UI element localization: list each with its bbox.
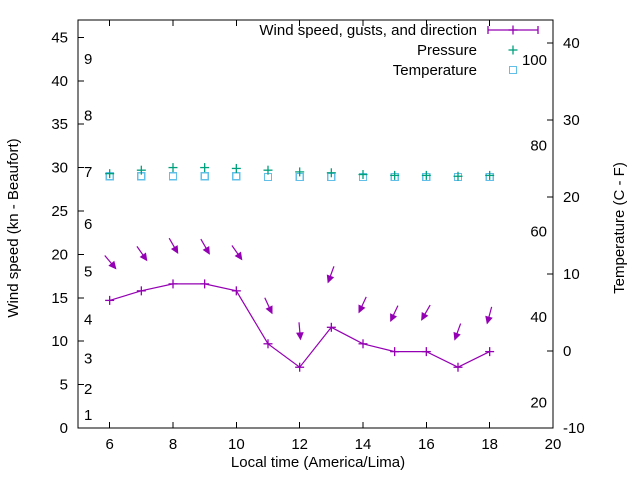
wind-direction-head: [390, 313, 398, 323]
beaufort-level-label: 6: [84, 216, 92, 233]
y-tick-label: 40: [51, 73, 68, 90]
y-tick-label: 45: [51, 29, 68, 46]
y-axis-right-ticks: -10 0 10 20 30 40: [547, 35, 585, 437]
beaufort-level-label: 1: [84, 407, 92, 424]
series-pressure: [105, 163, 495, 181]
wind-direction-head: [421, 311, 429, 321]
series-wind-direction-arrows: [104, 237, 493, 341]
y-tick-label: 20: [51, 246, 68, 263]
legend-label-1: Wind speed, gusts, and direction: [259, 22, 477, 39]
y2-tick-label-fahrenheit: 80: [530, 138, 547, 155]
legend-label-3: Temperature: [393, 62, 477, 79]
y2-tick-label-celsius: 40: [563, 35, 580, 52]
wind-direction-head: [170, 245, 179, 254]
beaufort-level-label: 2: [84, 381, 92, 398]
x-tick-label: 12: [291, 436, 308, 453]
x-tick-label: 10: [228, 436, 245, 453]
y-axis-right-title: Temperature (C - F): [611, 162, 628, 294]
y2-tick-label-celsius: 0: [563, 343, 571, 360]
wind-direction-head: [265, 305, 273, 315]
temperature-marker: [200, 172, 209, 181]
wind-direction-head: [358, 304, 366, 314]
x-tick-label: 14: [355, 436, 372, 453]
x-tick-label: 6: [105, 436, 113, 453]
legend-sample-marker: [508, 65, 518, 75]
x-tick-label: 16: [418, 436, 435, 453]
series-wind-speed: [105, 279, 495, 372]
x-tick-label: 20: [545, 436, 562, 453]
beaufort-level-label: 7: [84, 164, 92, 181]
beaufort-level-label: 4: [84, 311, 92, 328]
series-temperature: [105, 172, 494, 182]
y2-tick-label-celsius: 20: [563, 189, 580, 206]
x-tick-label: 8: [169, 436, 177, 453]
x-tick-label: 18: [481, 436, 498, 453]
wind-direction-head: [453, 331, 461, 341]
y-tick-label: 25: [51, 203, 68, 220]
plot-border: [77, 19, 554, 429]
y-axis-left-ticks: 0 5 10 15 20 25 30 35 40 45: [51, 29, 84, 437]
y2-tick-label-celsius: 10: [563, 266, 580, 283]
y2-tick-label-celsius: -10: [563, 420, 585, 437]
beaufort-level-label: 3: [84, 351, 92, 368]
y-tick-label: 10: [51, 333, 68, 350]
y-tick-label: 35: [51, 116, 68, 133]
beaufort-level-label: 9: [84, 51, 92, 68]
y-tick-label: 5: [60, 377, 68, 394]
y-axis-right-fahrenheit-labels: 20 40 60 80 100: [522, 52, 547, 411]
plot-frame: [77, 19, 554, 429]
wind-direction-head: [326, 274, 335, 284]
y2-tick-label-celsius: 30: [563, 112, 580, 129]
wind-direction-head: [139, 252, 148, 262]
y2-tick-label-fahrenheit: 40: [530, 309, 547, 326]
y-tick-label: 30: [51, 160, 68, 177]
x-axis-ticks: 6 8 10 12 14 16 18 20: [105, 20, 561, 453]
wind-direction-head: [108, 260, 117, 270]
y-tick-label: 0: [60, 420, 68, 437]
temperature-marker: [168, 172, 178, 181]
beaufort-level-label: 5: [84, 264, 92, 281]
beaufort-scale-labels: 1 2 3 4 5 6 7 8 9: [84, 51, 92, 424]
wind-direction-head: [202, 245, 210, 255]
y2-tick-label-fahrenheit: 20: [530, 394, 547, 411]
legend-label-2: Pressure: [417, 42, 477, 59]
y2-tick-label-fahrenheit: 60: [530, 223, 547, 240]
chart-legend: Wind speed, gusts, and direction Pressure…: [259, 22, 539, 79]
y-axis-left-title: Wind speed (kn - Beaufort): [5, 138, 22, 317]
wind-direction-head: [234, 251, 243, 261]
y2-tick-label-fahrenheit: 100: [522, 52, 547, 69]
wind-direction-head: [485, 315, 493, 325]
x-axis-title: Local time (America/Lima): [231, 454, 405, 471]
wind-direction-head: [296, 332, 304, 341]
y-tick-label: 15: [51, 290, 68, 307]
beaufort-level-label: 8: [84, 107, 92, 124]
